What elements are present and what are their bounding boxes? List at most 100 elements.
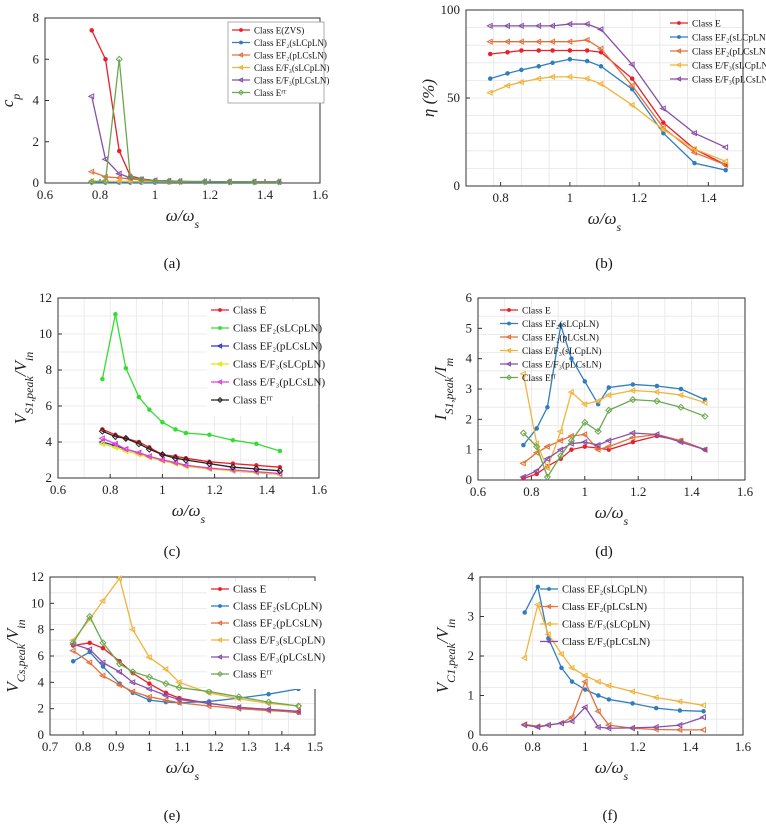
data-point — [486, 89, 493, 96]
data-point — [252, 468, 259, 475]
data-point — [486, 22, 493, 30]
data-point — [225, 178, 233, 186]
legend-label: Class EF₂(pLCsLN) — [254, 51, 327, 61]
y-tick-label: 10 — [31, 595, 44, 610]
data-point — [581, 672, 588, 679]
data-point — [543, 443, 550, 450]
legend-label: Class E — [692, 20, 721, 30]
label-main: ω/ω — [166, 206, 195, 225]
data-point — [580, 438, 588, 446]
legend-label: Class E — [522, 307, 551, 317]
label-sub: C1,peak — [444, 643, 458, 683]
y-tick-label: 2 — [46, 470, 53, 485]
data-point — [207, 432, 212, 438]
data-point — [175, 684, 183, 692]
legend: Class E Class EF₂(sLCpLN) Class EF₂(pLCsLN… — [670, 20, 766, 86]
x-tick-label: 1.6 — [737, 484, 754, 499]
legend-label: Class Eᶠᵀ — [233, 669, 273, 681]
data-point — [519, 429, 527, 437]
data-point — [234, 695, 242, 703]
data-point — [216, 343, 223, 349]
y-tick-label: 1 — [466, 442, 473, 457]
legend-label: Class E/F₃(pLCsLN) — [233, 377, 325, 389]
data-point — [676, 391, 684, 399]
data-point — [171, 459, 178, 466]
data-point — [628, 688, 635, 695]
data-point — [122, 434, 130, 442]
data-point — [699, 726, 706, 734]
label-main: ω/ω — [588, 209, 617, 228]
data-point — [569, 679, 575, 684]
x-tick-label: 0.7 — [42, 739, 59, 754]
data-point — [136, 394, 142, 400]
data-point — [678, 386, 684, 392]
data-point — [158, 456, 165, 464]
data-point — [216, 361, 223, 367]
data-point — [653, 397, 661, 405]
series-line — [72, 650, 299, 713]
legend-label: Class Eᶠᵀ — [233, 395, 273, 407]
legend-box — [207, 581, 319, 689]
data-point — [218, 587, 222, 591]
y-tick-label: 12 — [39, 290, 52, 305]
data-point — [545, 638, 552, 645]
legend-label: Class EF₂(pLCsLN) — [233, 341, 322, 353]
x-tick-label: 1.2 — [630, 484, 646, 499]
data-point — [676, 438, 684, 446]
x-tick-label: 1.1 — [174, 739, 190, 754]
data-point — [275, 470, 283, 477]
x-tick-label: 0.8 — [102, 482, 118, 497]
series-line — [522, 398, 706, 479]
series-class-e-f-plcsln- — [69, 640, 301, 715]
x-tick-label: 1.4 — [700, 190, 717, 205]
y-tick-label: 6 — [38, 648, 45, 663]
data-point — [183, 430, 189, 436]
data-point — [137, 176, 145, 184]
legend-label: Class E/F₃(pLCsLN) — [562, 637, 650, 648]
data-point — [123, 365, 129, 371]
label-sub: s — [201, 512, 206, 526]
data-point — [135, 440, 143, 448]
data-point — [557, 650, 564, 658]
data-point — [580, 400, 588, 408]
data-point — [536, 64, 541, 69]
data-point — [556, 428, 564, 435]
data-point — [568, 664, 575, 672]
label-sub: Cs,peak — [14, 643, 28, 682]
y-tick-label: 3 — [468, 609, 475, 624]
x-axis-label: ω/ωs — [595, 503, 629, 528]
data-point — [216, 379, 223, 385]
legend-label: Class E/F₃(pLCsLN) — [254, 76, 329, 86]
data-point — [605, 406, 613, 414]
legend-label: Class E/F₃(sLCpLN) — [254, 63, 329, 73]
data-point — [115, 174, 122, 182]
data-point — [98, 435, 105, 442]
data-point — [505, 49, 510, 55]
data-point — [218, 326, 222, 330]
label-main: c — [0, 99, 17, 107]
data-point — [594, 427, 602, 436]
data-point — [517, 22, 524, 30]
data-point — [86, 612, 94, 621]
data-point — [582, 444, 588, 449]
data-point — [98, 427, 106, 435]
data-point — [548, 38, 555, 45]
data-point — [266, 691, 271, 697]
data-point — [216, 654, 223, 660]
legend-label: Class EF₂(pLCsLN) — [692, 47, 766, 58]
data-point — [111, 440, 118, 448]
x-tick-label: 1.2 — [630, 739, 646, 754]
data-point — [569, 447, 574, 452]
data-point — [558, 323, 564, 328]
y-tick-label: 5 — [466, 320, 473, 335]
data-point — [677, 35, 681, 39]
data-point — [98, 440, 105, 448]
x-tick-label: 1.6 — [311, 482, 328, 497]
data-point — [520, 654, 528, 662]
y-axis-label: VS1,peak/Vin — [11, 352, 36, 425]
y-tick-label: 6 — [46, 398, 53, 413]
data-point — [517, 38, 524, 45]
data-point — [205, 464, 212, 472]
legend-label: Class EF₂(sLCpLN) — [233, 323, 322, 335]
data-point — [69, 647, 76, 654]
